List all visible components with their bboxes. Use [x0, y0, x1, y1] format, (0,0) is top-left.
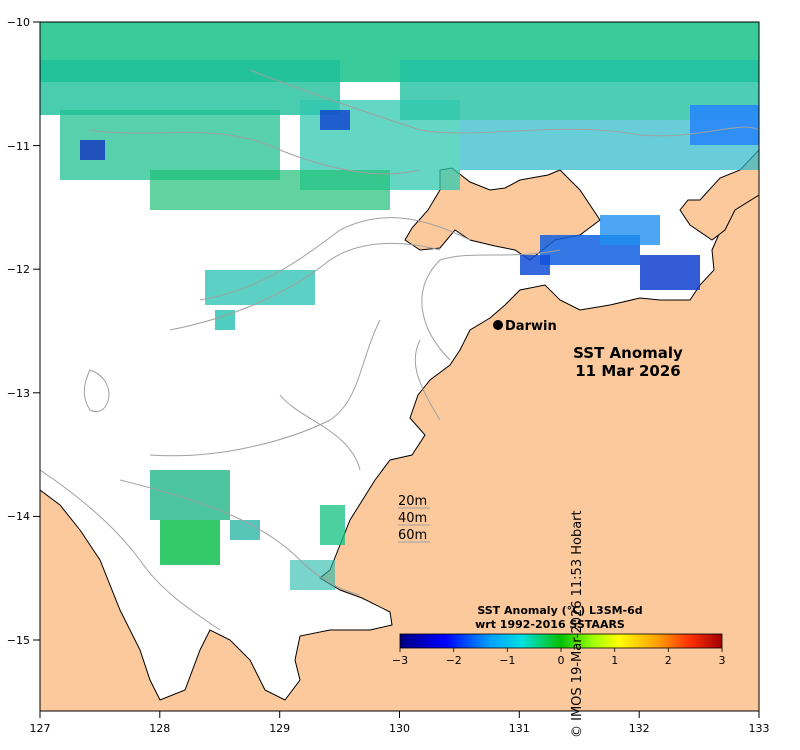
y-tick-label: −10: [7, 16, 30, 29]
x-tick-label: 128: [149, 722, 170, 735]
colorbar-title-line1: SST Anomaly (°C) L3SM-6d: [477, 604, 642, 617]
y-tick-label: −12: [7, 263, 30, 276]
land-east-arm: [679, 149, 759, 241]
colorbar-tick-label: 3: [719, 654, 726, 667]
colorbar-tick-label: 2: [665, 654, 672, 667]
colorbar-tick-label: 1: [611, 654, 618, 667]
x-tick-label: 130: [389, 722, 410, 735]
depth-legend-40m: 40m: [398, 511, 427, 526]
colorbar-ticks: [399, 648, 723, 652]
y-tick-label: −13: [7, 387, 30, 400]
colorbar-tick-label: 0: [558, 654, 565, 667]
map-title-line1: SST Anomaly: [573, 344, 683, 362]
colorbar-title-line2: wrt 1992-2016 SSTAARS: [475, 618, 625, 631]
depth-contours: [40, 69, 759, 631]
y-tick-label: −11: [7, 140, 30, 153]
y-tick-label: −14: [7, 510, 30, 523]
depth-legend-60m: 60m: [398, 528, 427, 543]
colorbar-tick-label: −3: [392, 654, 408, 667]
x-tick-label: 131: [509, 722, 530, 735]
darwin-marker: [493, 320, 503, 330]
darwin-label: Darwin: [505, 319, 557, 334]
x-tick-label: 133: [749, 722, 770, 735]
map-title-line2: 11 Mar 2026: [575, 362, 681, 380]
y-tick-label: −15: [7, 634, 30, 647]
colorbar-tick-label: −2: [446, 654, 462, 667]
x-tick-label: 132: [629, 722, 650, 735]
x-tick-label: 127: [30, 722, 51, 735]
colorbar-tick-label: −1: [499, 654, 515, 667]
credit-text: © IMOS 19-Mar-2026 11:53 Hobart: [570, 510, 586, 738]
depth-legend: 20m 40m 60m: [398, 494, 430, 543]
x-tick-label: 129: [269, 722, 290, 735]
depth-legend-20m: 20m: [398, 494, 427, 509]
colorbar: [399, 633, 723, 649]
land-mainland: [40, 189, 759, 711]
sst-anomaly-pixels: [40, 22, 759, 590]
axis-ticks: [33, 21, 760, 718]
